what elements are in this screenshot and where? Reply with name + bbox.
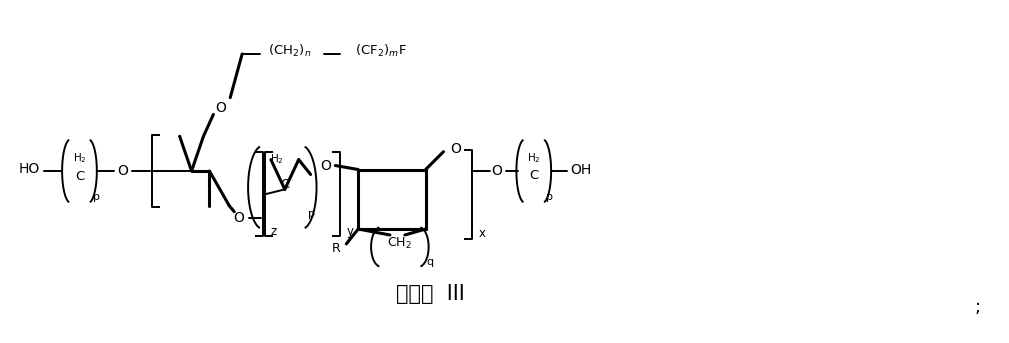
- Text: OH: OH: [571, 163, 592, 177]
- Text: z: z: [270, 225, 277, 238]
- Text: (CH$_2$)$_n$: (CH$_2$)$_n$: [268, 43, 312, 59]
- Text: 结构式  III: 结构式 III: [397, 284, 465, 304]
- Text: y: y: [347, 225, 354, 238]
- Text: HO: HO: [18, 162, 39, 176]
- Text: H$_2$: H$_2$: [270, 153, 284, 166]
- Text: ;: ;: [975, 298, 981, 316]
- Text: H$_2$: H$_2$: [527, 151, 541, 165]
- Text: p: p: [546, 192, 553, 202]
- Text: C: C: [281, 178, 290, 191]
- Text: O: O: [491, 164, 502, 178]
- Text: O: O: [450, 142, 461, 156]
- Text: H$_2$: H$_2$: [73, 151, 87, 165]
- Text: O: O: [320, 158, 331, 173]
- Text: p: p: [308, 209, 315, 219]
- Text: q: q: [426, 257, 433, 267]
- Text: x: x: [478, 227, 485, 240]
- Text: p: p: [93, 192, 100, 202]
- Text: O: O: [234, 211, 244, 225]
- Text: CH$_2$: CH$_2$: [387, 236, 413, 251]
- Text: C: C: [529, 169, 539, 182]
- Text: C: C: [75, 170, 84, 184]
- Text: O: O: [118, 164, 128, 178]
- Text: R: R: [332, 243, 341, 256]
- Text: (CF$_2$)$_m$F: (CF$_2$)$_m$F: [355, 43, 407, 59]
- Text: O: O: [215, 100, 226, 115]
